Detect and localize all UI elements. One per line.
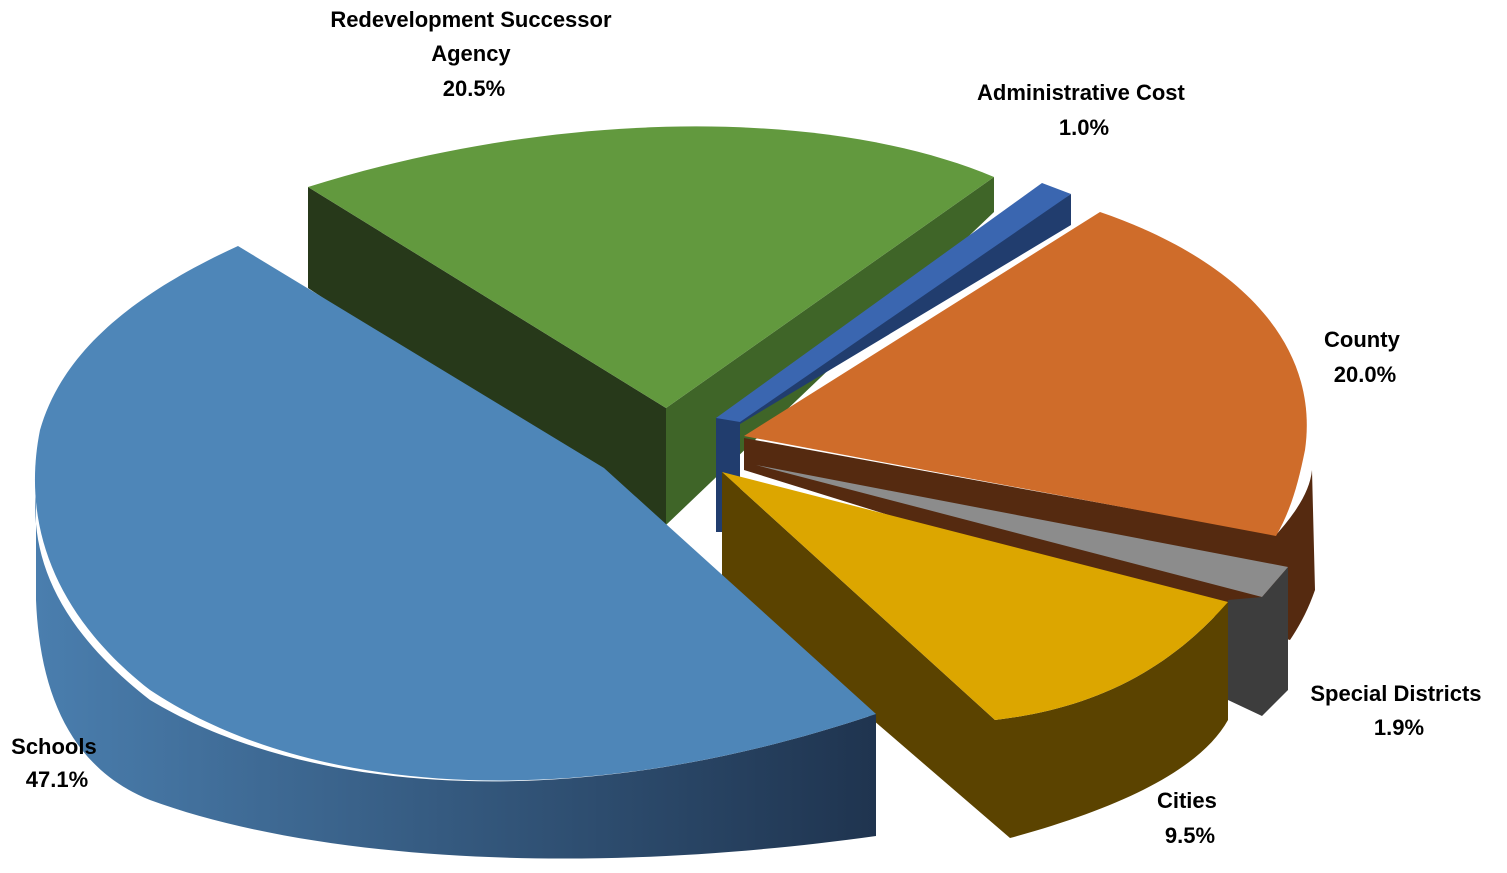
label-redevelopment-successor-agency: Redevelopment Successor Agency 20.5%	[330, 7, 617, 101]
slice-administrative-cost[interactable]	[716, 183, 1071, 532]
slice-side	[722, 472, 1228, 838]
slice-top	[716, 183, 1071, 422]
slice-side	[308, 187, 666, 525]
slice-top	[756, 465, 1288, 597]
svg-text:Special Districts 1.9%: Special Districts 1.9%	[1310, 681, 1487, 740]
label-name: Agency	[431, 41, 511, 66]
slice-top	[308, 126, 994, 408]
label-value: 1.0%	[1059, 115, 1109, 140]
label-value: 20.5%	[443, 76, 505, 101]
label-name: County	[1324, 327, 1401, 352]
slice-cities[interactable]	[722, 472, 1228, 838]
slice-top	[744, 212, 1307, 536]
slice-schools[interactable]	[34, 246, 877, 859]
svg-text:Redevelopment Successor: Redevelopment Successor Agency 20.5%	[330, 7, 617, 101]
label-name: Cities	[1157, 788, 1217, 813]
label-value: 9.5%	[1165, 823, 1215, 848]
slice-special-districts[interactable]	[756, 465, 1288, 716]
label-county: County 20.0%	[1324, 327, 1406, 387]
slice-side	[716, 194, 1071, 532]
label-name: Administrative Cost	[977, 80, 1185, 105]
label-name: Schools	[11, 734, 97, 759]
label-name: Redevelopment Successor	[330, 7, 612, 32]
svg-text:Cities 9.5%: Cities 9.5%	[1157, 788, 1223, 848]
label-name: Special Districts	[1310, 681, 1481, 706]
label-special-districts: Special Districts 1.9%	[1310, 681, 1487, 740]
label-cities: Cities 9.5%	[1157, 788, 1223, 848]
label-value: 20.0%	[1334, 362, 1396, 387]
svg-text:Schools 47.1%: Schools 47.1%	[11, 734, 103, 792]
slice-top	[722, 472, 1228, 720]
label-schools: Schools 47.1%	[11, 734, 103, 792]
label-administrative-cost: Administrative Cost 1.0%	[977, 80, 1191, 140]
slice-top	[34, 246, 877, 781]
svg-text:Administrative Cost 1.0%: Administrative Cost 1.0%	[977, 80, 1191, 140]
label-value: 1.9%	[1374, 715, 1424, 740]
label-value: 47.1%	[26, 767, 88, 792]
slice-side	[1228, 567, 1288, 716]
svg-text:County 20.0%: County 20.0%	[1324, 327, 1406, 387]
slice-side	[35, 490, 876, 859]
